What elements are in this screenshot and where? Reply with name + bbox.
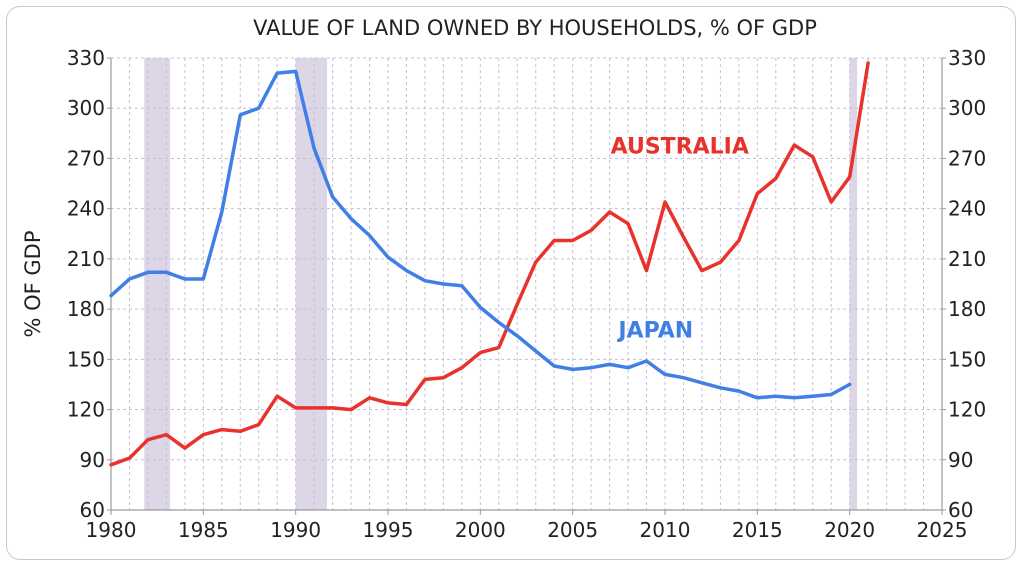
y-tick-label-right: 60: [948, 498, 973, 522]
x-tick-label: 2020: [824, 518, 875, 542]
x-tick-label: 2000: [455, 518, 506, 542]
y-tick-label-left: 90: [80, 448, 105, 472]
series-line-australia: [109, 61, 870, 467]
series-line-japan: [109, 69, 852, 400]
y-tick-label-right: 240: [948, 197, 986, 221]
x-tick-label: 2010: [640, 518, 691, 542]
y-tick-label-right: 300: [948, 96, 986, 120]
series-label-japan: JAPAN: [616, 319, 693, 344]
y-tick-label-right: 120: [948, 398, 986, 422]
y-tick-label-left: 240: [67, 197, 105, 221]
y-tick-label-left: 120: [67, 398, 105, 422]
shaded-period-1: [295, 58, 328, 510]
x-tick-label: 1980: [86, 518, 137, 542]
y-tick-label-right: 90: [948, 448, 973, 472]
x-tick-label: 2025: [917, 518, 968, 542]
chart-title: VALUE OF LAND OWNED BY HOUSEHOLDS, % OF …: [253, 16, 817, 40]
y-tick-label-right: 180: [948, 297, 986, 321]
y-tick-label-right: 330: [948, 46, 986, 70]
x-tick-label: 1990: [270, 518, 321, 542]
y-axis-label: % OF GDP: [21, 230, 45, 337]
y-tick-label-left: 210: [67, 247, 105, 271]
y-tick-label-right: 270: [948, 146, 986, 170]
y-tick-label-left: 150: [67, 347, 105, 371]
y-tick-label-left: 180: [67, 297, 105, 321]
x-tick-label: 1995: [363, 518, 414, 542]
y-tick-label-right: 150: [948, 347, 986, 371]
y-tick-label-left: 300: [67, 96, 105, 120]
x-tick-label: 2015: [732, 518, 783, 542]
shaded-period-2: [849, 58, 858, 510]
y-tick-label-right: 210: [948, 247, 986, 271]
y-tick-label-left: 330: [67, 46, 105, 70]
x-tick-label: 2005: [547, 518, 598, 542]
y-tick-label-left: 60: [80, 498, 105, 522]
x-tick-label: 1985: [178, 518, 229, 542]
series-label-australia: AUSTRALIA: [611, 134, 749, 159]
y-tick-label-left: 270: [67, 146, 105, 170]
